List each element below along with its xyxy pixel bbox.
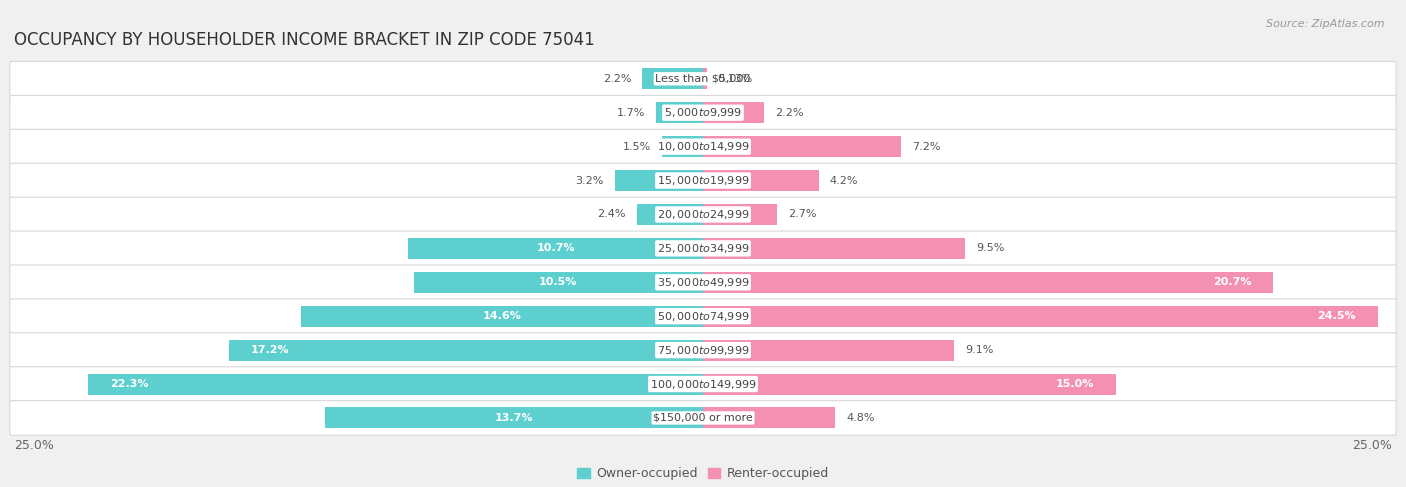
FancyBboxPatch shape (10, 95, 1396, 130)
Bar (703, 238, 965, 259)
Text: 1.7%: 1.7% (617, 108, 645, 118)
FancyBboxPatch shape (10, 231, 1396, 266)
Text: 9.5%: 9.5% (976, 244, 1004, 253)
Text: 25.0%: 25.0% (1353, 439, 1392, 452)
Bar (703, 136, 901, 157)
Text: $5,000 to $9,999: $5,000 to $9,999 (664, 106, 742, 119)
Text: 2.7%: 2.7% (789, 209, 817, 220)
Text: 3.2%: 3.2% (575, 175, 603, 186)
Text: 13.7%: 13.7% (495, 413, 533, 423)
Text: 0.13%: 0.13% (717, 74, 752, 84)
Text: $20,000 to $24,999: $20,000 to $24,999 (657, 208, 749, 221)
Bar (703, 68, 707, 89)
FancyBboxPatch shape (10, 265, 1396, 300)
Text: 4.8%: 4.8% (846, 413, 875, 423)
Text: $150,000 or more: $150,000 or more (654, 413, 752, 423)
Bar (662, 136, 703, 157)
Text: Less than $5,000: Less than $5,000 (655, 74, 751, 84)
FancyBboxPatch shape (10, 367, 1396, 401)
Text: 14.6%: 14.6% (482, 311, 522, 321)
Text: 7.2%: 7.2% (912, 142, 941, 151)
Bar (703, 170, 818, 191)
Text: 15.0%: 15.0% (1056, 379, 1094, 389)
FancyBboxPatch shape (10, 197, 1396, 232)
Text: $25,000 to $34,999: $25,000 to $34,999 (657, 242, 749, 255)
FancyBboxPatch shape (10, 333, 1396, 367)
Text: $50,000 to $74,999: $50,000 to $74,999 (657, 310, 749, 323)
Bar (89, 374, 703, 394)
Text: $15,000 to $19,999: $15,000 to $19,999 (657, 174, 749, 187)
Bar (703, 272, 1274, 293)
Bar (325, 408, 703, 429)
Text: OCCUPANCY BY HOUSEHOLDER INCOME BRACKET IN ZIP CODE 75041: OCCUPANCY BY HOUSEHOLDER INCOME BRACKET … (14, 31, 595, 49)
Bar (301, 306, 703, 327)
Text: 2.2%: 2.2% (775, 108, 803, 118)
FancyBboxPatch shape (10, 61, 1396, 96)
Text: 25.0%: 25.0% (14, 439, 53, 452)
Text: $10,000 to $14,999: $10,000 to $14,999 (657, 140, 749, 153)
Bar (703, 306, 1378, 327)
FancyBboxPatch shape (10, 163, 1396, 198)
Text: 1.5%: 1.5% (623, 142, 651, 151)
FancyBboxPatch shape (10, 401, 1396, 435)
Text: 20.7%: 20.7% (1213, 277, 1251, 287)
Bar (703, 408, 835, 429)
Text: 2.4%: 2.4% (598, 209, 626, 220)
Text: 2.2%: 2.2% (603, 74, 631, 84)
Bar (703, 102, 763, 123)
Legend: Owner-occupied, Renter-occupied: Owner-occupied, Renter-occupied (572, 462, 834, 485)
Bar (413, 272, 703, 293)
Bar (408, 238, 703, 259)
Bar (703, 204, 778, 225)
Text: $100,000 to $149,999: $100,000 to $149,999 (650, 377, 756, 391)
Text: 17.2%: 17.2% (252, 345, 290, 355)
Bar (703, 339, 953, 361)
Text: 10.7%: 10.7% (536, 244, 575, 253)
Bar (229, 339, 703, 361)
Text: 9.1%: 9.1% (965, 345, 993, 355)
Text: Source: ZipAtlas.com: Source: ZipAtlas.com (1267, 19, 1385, 30)
Text: $75,000 to $99,999: $75,000 to $99,999 (657, 344, 749, 356)
Text: 4.2%: 4.2% (830, 175, 858, 186)
Text: 10.5%: 10.5% (538, 277, 578, 287)
Bar (657, 102, 703, 123)
FancyBboxPatch shape (10, 299, 1396, 334)
FancyBboxPatch shape (10, 130, 1396, 164)
Text: $35,000 to $49,999: $35,000 to $49,999 (657, 276, 749, 289)
Bar (643, 68, 703, 89)
Text: 24.5%: 24.5% (1317, 311, 1357, 321)
Bar (614, 170, 703, 191)
Bar (637, 204, 703, 225)
Bar (703, 374, 1116, 394)
Text: 22.3%: 22.3% (111, 379, 149, 389)
